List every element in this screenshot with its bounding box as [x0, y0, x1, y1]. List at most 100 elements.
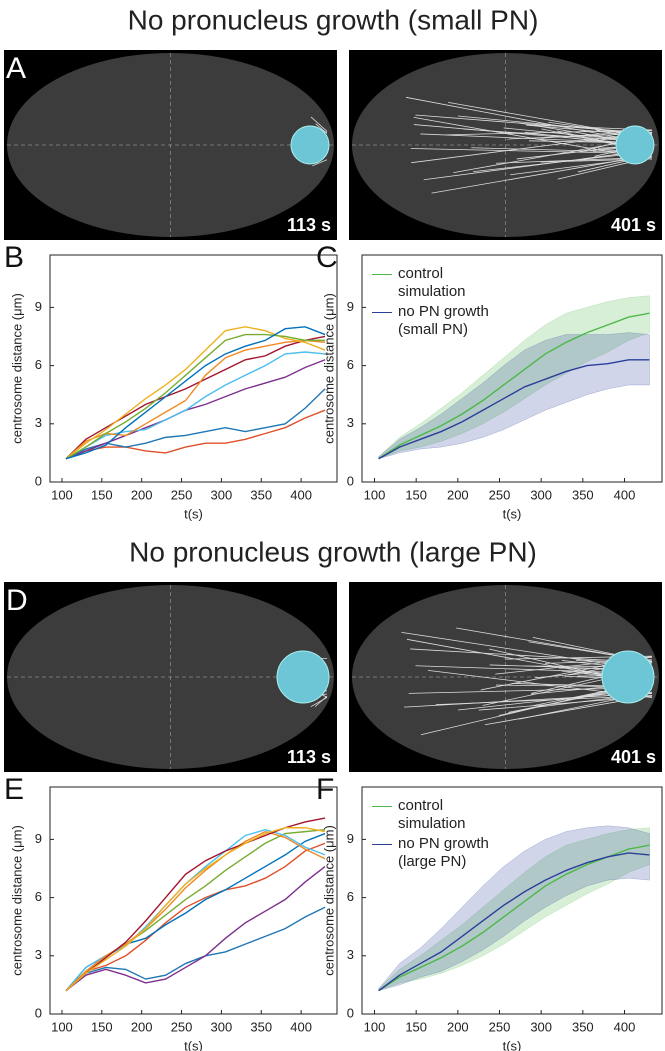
x-tick-label: 200 — [447, 1019, 469, 1034]
y-tick-label: 3 — [35, 947, 42, 962]
legend-label: no PN growth (small PN) — [398, 303, 489, 338]
x-tick-label: 100 — [364, 487, 386, 502]
series-line — [65, 359, 326, 460]
x-tick-label: 100 — [364, 1019, 386, 1034]
legend-entry: control simulation — [368, 797, 508, 833]
y-axis-label: centrosome distance (μm) — [9, 293, 24, 444]
y-tick-label: 9 — [347, 831, 354, 846]
panel-letter: E — [4, 773, 24, 806]
y-axis-label: centrosome distance (μm) — [9, 825, 24, 976]
legend-swatch — [372, 844, 392, 845]
series-line — [65, 842, 326, 992]
y-tick-label: 6 — [35, 889, 42, 904]
plot-frame — [361, 786, 663, 1015]
microtubule — [410, 148, 653, 155]
series-line — [65, 409, 326, 460]
x-tick-label: 150 — [405, 487, 427, 502]
microtubule — [315, 123, 328, 134]
x-tick-label: 250 — [171, 487, 193, 502]
panel-letter: D — [6, 584, 28, 617]
x-tick-label: 400 — [614, 487, 636, 502]
microtubule — [312, 159, 328, 167]
y-tick-label: 0 — [35, 1005, 42, 1020]
x-tick-label: 150 — [405, 1019, 427, 1034]
x-tick-label: 200 — [131, 487, 153, 502]
pronucleus — [615, 125, 655, 165]
microtubule — [423, 149, 653, 181]
x-tick-label: 350 — [250, 1019, 272, 1034]
panel-letter: A — [6, 52, 26, 85]
legend-swatch — [372, 806, 392, 807]
pronucleus — [290, 125, 330, 165]
pronucleus — [601, 650, 655, 704]
y-tick-label: 9 — [35, 831, 42, 846]
time-label: 401 s — [611, 747, 656, 767]
x-tick-label: 150 — [91, 487, 113, 502]
x-tick-label: 250 — [489, 487, 511, 502]
x-axis-label: t(s) — [503, 506, 522, 521]
x-tick-label: 400 — [290, 487, 312, 502]
panel-letter: B — [4, 241, 24, 274]
microtubule — [431, 154, 653, 194]
series-line — [65, 388, 326, 460]
x-tick-label: 200 — [447, 487, 469, 502]
series-line — [65, 865, 326, 992]
y-tick-label: 0 — [347, 1005, 354, 1020]
x-tick-label: 300 — [530, 487, 552, 502]
x-axis-label: t(s) — [184, 506, 203, 521]
microtubule — [314, 695, 328, 707]
legend-entry: no PN growth (large PN) — [368, 835, 508, 871]
x-tick-label: 300 — [530, 1019, 552, 1034]
x-tick-label: 350 — [572, 1019, 594, 1034]
y-tick-label: 3 — [347, 415, 354, 430]
series-line — [65, 335, 326, 460]
series-line — [378, 359, 650, 460]
series-line — [65, 817, 326, 992]
microtubule — [413, 124, 653, 146]
y-tick-label: 6 — [35, 357, 42, 372]
y-tick-label: 3 — [347, 947, 354, 962]
x-tick-label: 100 — [51, 487, 73, 502]
legend-label: control simulation — [398, 797, 466, 832]
legend: control simulation no PN growth (small PN… — [368, 265, 508, 341]
panel-letter: F — [316, 773, 334, 806]
x-tick-label: 350 — [572, 487, 594, 502]
time-label: 113 s — [287, 215, 331, 235]
x-tick-label: 250 — [171, 1019, 193, 1034]
series-line — [65, 333, 326, 460]
y-tick-label: 9 — [347, 299, 354, 314]
plot-frame — [49, 254, 338, 483]
legend-entry: no PN growth (small PN) — [368, 303, 508, 339]
x-tick-label: 200 — [131, 1019, 153, 1034]
y-axis-label: centrosome distance (μm) — [321, 293, 336, 444]
confidence-band — [378, 332, 650, 460]
legend-label: control simulation — [398, 265, 466, 300]
x-tick-label: 400 — [290, 1019, 312, 1034]
y-axis-label: centrosome distance (μm) — [321, 825, 336, 976]
legend-label: no PN growth (large PN) — [398, 835, 489, 870]
y-tick-label: 9 — [35, 299, 42, 314]
x-tick-label: 300 — [211, 487, 233, 502]
microtubule — [415, 114, 653, 134]
y-tick-label: 0 — [347, 473, 354, 488]
legend-swatch — [372, 274, 392, 275]
y-tick-label: 6 — [347, 357, 354, 372]
series-line — [65, 351, 326, 460]
section-title: No pronucleus growth (small PN) — [128, 4, 539, 35]
series-line — [65, 326, 326, 460]
pronucleus — [276, 650, 330, 704]
series-line — [378, 852, 650, 992]
y-tick-label: 3 — [35, 415, 42, 430]
y-tick-label: 6 — [347, 889, 354, 904]
legend-entry: control simulation — [368, 265, 508, 301]
series-line — [65, 326, 326, 460]
x-axis-label: t(s) — [184, 1038, 203, 1051]
x-axis-label: t(s) — [503, 1038, 522, 1051]
microtubule — [310, 116, 328, 132]
legend: control simulation no PN growth (large PN… — [368, 797, 508, 873]
series-line — [378, 312, 650, 460]
series-line — [65, 339, 326, 460]
series-line — [65, 830, 326, 992]
